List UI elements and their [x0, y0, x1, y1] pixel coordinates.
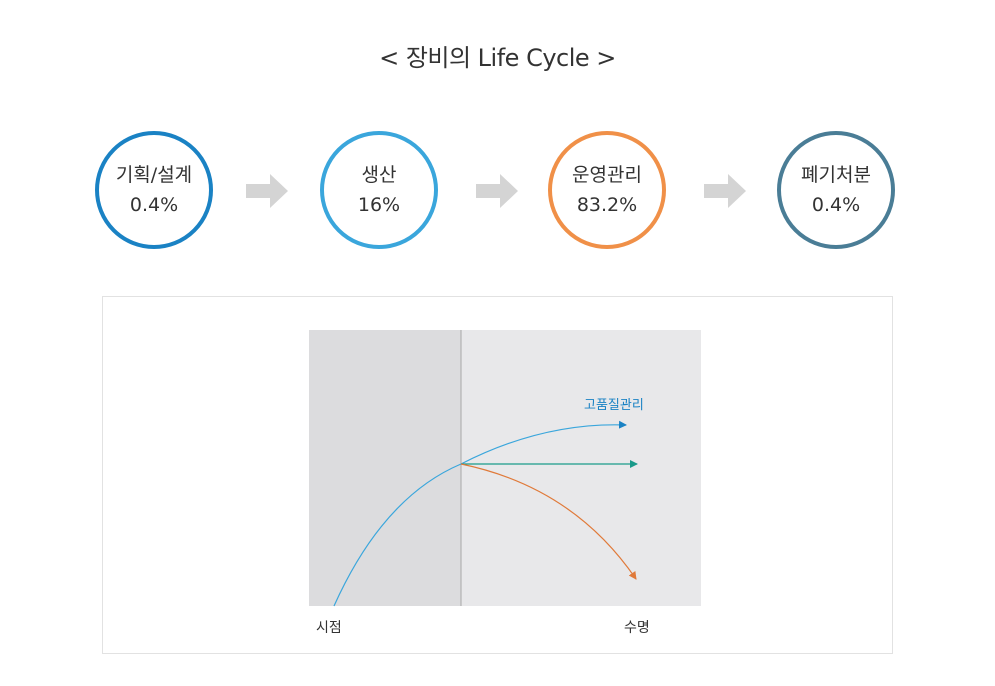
pre-operation-region — [309, 330, 461, 606]
stage-production: 생산 16% — [320, 131, 438, 249]
start-point-label: 시점 — [316, 620, 342, 636]
arrow-right-icon — [704, 174, 746, 208]
stage-percent: 0.4% — [811, 194, 861, 216]
stage-disposal: 폐기처분 0.4% — [777, 131, 895, 249]
page-title: < 장비의 Life Cycle > — [379, 44, 616, 72]
rise-curve — [333, 463, 462, 607]
decline-curve — [460, 463, 637, 580]
arrow-right-icon — [476, 174, 518, 208]
stage-planning-design: 기획/설계 0.4% — [95, 131, 213, 249]
stage-percent: 16% — [357, 194, 401, 216]
stage-operation-management: 운영관리 83.2% — [548, 131, 666, 249]
lifecycle-curve-diagram — [309, 330, 701, 607]
high-quality-label: 고품질관리 — [584, 398, 644, 413]
high-quality-curve — [460, 420, 627, 465]
operation-region — [461, 330, 701, 606]
arrow-right-icon — [246, 174, 288, 208]
stage-name: 생산 — [361, 164, 397, 186]
stage-name: 운영관리 — [572, 164, 642, 186]
stage-name: 폐기처분 — [801, 164, 871, 186]
stage-percent: 0.4% — [129, 194, 179, 216]
stage-percent: 83.2% — [576, 194, 638, 216]
lifecycle-diagram-panel: 고품질관리 시점 수명 — [102, 296, 893, 654]
stage-name: 기획/설계 — [115, 164, 193, 186]
lifespan-label: 수명 — [624, 620, 650, 636]
